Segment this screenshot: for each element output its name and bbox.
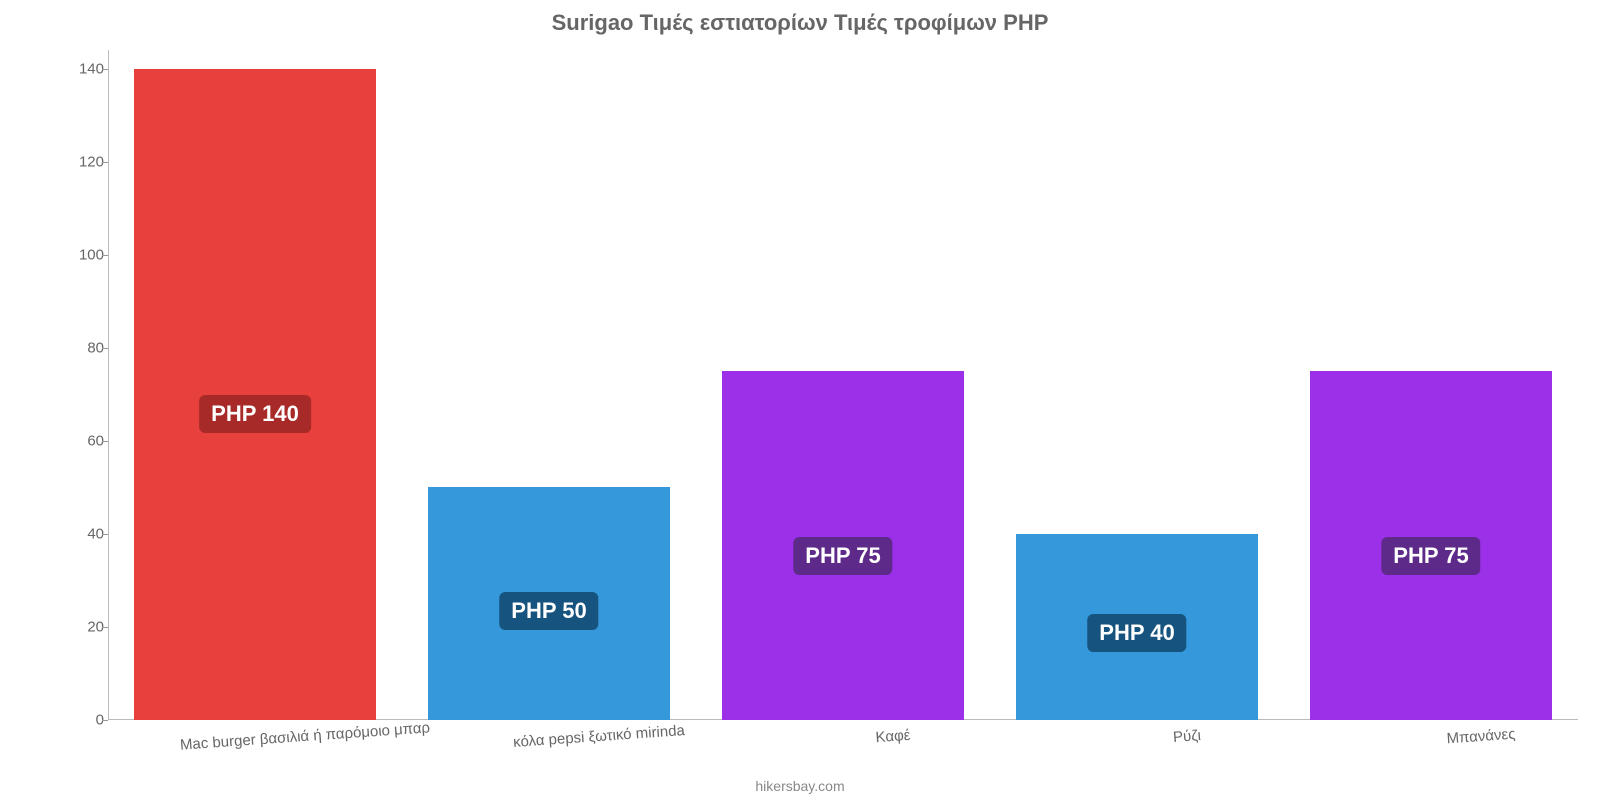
- y-tick-label: 60: [68, 432, 104, 449]
- bar-value-label: PHP 50: [499, 592, 598, 630]
- x-tick-label: κόλα pepsi ξωτικό mirinda: [513, 722, 686, 751]
- y-tick-label: 140: [68, 60, 104, 77]
- x-axis-labels: Mac burger βασιλιά ή παρόμοιο μπαρ κόλα p…: [108, 722, 1578, 762]
- plot-area: 020406080100120140 PHP 140PHP 50PHP 75PH…: [108, 50, 1578, 720]
- y-tick-label: 100: [68, 246, 104, 263]
- attribution-text: hikersbay.com: [0, 778, 1600, 794]
- y-tick-mark: [102, 348, 108, 349]
- y-tick-mark: [102, 441, 108, 442]
- bar: PHP 75: [722, 371, 963, 720]
- bar-value-label: PHP 140: [199, 395, 311, 433]
- bar: PHP 75: [1310, 371, 1551, 720]
- y-tick-label: 40: [68, 525, 104, 542]
- bar-value-label: PHP 75: [1381, 537, 1480, 575]
- y-tick-mark: [102, 534, 108, 535]
- x-tick-label: Mac burger βασιλιά ή παρόμοιο μπαρ: [179, 719, 430, 753]
- chart-title: Surigao Τιμές εστιατορίων Τιμές τροφίμων…: [0, 10, 1600, 36]
- bar: PHP 140: [134, 69, 375, 720]
- y-tick-label: 20: [68, 618, 104, 635]
- x-tick-label: Ρύζι: [1172, 727, 1201, 746]
- y-tick-mark: [102, 720, 108, 721]
- bar: PHP 50: [428, 487, 669, 720]
- y-axis-line: [108, 50, 109, 720]
- y-tick-mark: [102, 255, 108, 256]
- chart-container: Surigao Τιμές εστιατορίων Τιμές τροφίμων…: [0, 0, 1600, 800]
- bar: PHP 40: [1016, 534, 1257, 720]
- y-tick-mark: [102, 69, 108, 70]
- y-tick-mark: [102, 627, 108, 628]
- bar-value-label: PHP 40: [1087, 614, 1186, 652]
- y-tick-label: 0: [68, 712, 104, 729]
- x-tick-label: Μπανάνες: [1446, 726, 1516, 748]
- y-tick-mark: [102, 162, 108, 163]
- y-tick-label: 80: [68, 339, 104, 356]
- y-tick-label: 120: [68, 153, 104, 170]
- x-tick-label: Καφέ: [875, 727, 911, 746]
- bar-value-label: PHP 75: [793, 537, 892, 575]
